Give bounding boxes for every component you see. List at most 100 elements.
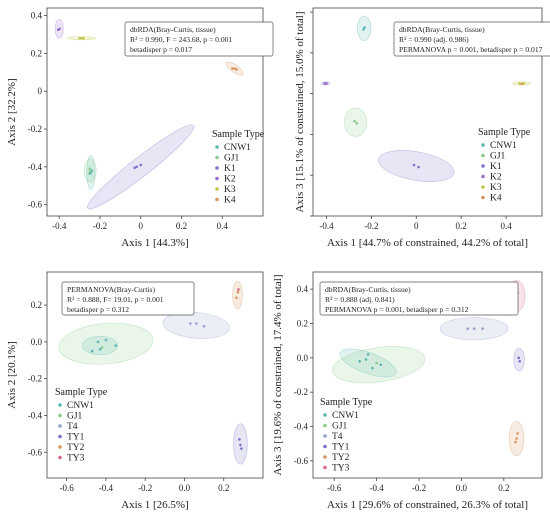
point-k4: [235, 68, 238, 71]
ellipse-cnw1: [81, 335, 119, 356]
y-tick-label: 0.2: [297, 319, 308, 329]
point-ty1: [518, 359, 522, 363]
point-gj1: [353, 119, 356, 123]
point-cnw1: [358, 359, 361, 363]
stats-annotation-box: [319, 281, 519, 316]
point-ty2: [236, 290, 240, 294]
legend-item-label: CNW1: [224, 143, 251, 153]
legend-marker: [58, 403, 62, 407]
stats-annotation-line: betadisper p = 0.017: [130, 45, 192, 54]
x-tick-label: -0.2: [412, 483, 426, 493]
legend-marker: [58, 424, 62, 428]
legend-item-label: TY1: [67, 433, 85, 443]
y-tick-label: -0.6: [28, 200, 43, 210]
chart-panel-1: -0.4 -0.2 0 0.2 0.4 -0.6 -0.4 -0.2 0 0.2 0.4 Axis 1…: [6, 7, 274, 249]
legend-marker: [323, 465, 327, 470]
legend-marker: [323, 444, 327, 449]
x-axis-label: Axis 1 [44.7% of constrained, 44.2% of t…: [327, 237, 528, 249]
point-k4: [231, 67, 234, 70]
point-ty1: [239, 443, 242, 447]
point-gj1: [355, 121, 359, 125]
legend-item-label: TY1: [332, 443, 350, 453]
ellipse-t4: [162, 311, 230, 339]
point-t4: [194, 322, 198, 325]
stats-annotation-line: betadisper p = 0.312: [67, 305, 129, 314]
point-k1: [135, 165, 138, 169]
point-k1: [133, 166, 136, 170]
stats-annotation-line: PERMANOVA p = 0.001, betadisper p = 0.31…: [325, 305, 469, 314]
point-cnw1: [371, 366, 374, 370]
plot-frame: [46, 271, 264, 479]
x-tick-label: 0.2: [218, 483, 229, 493]
point-cnw1: [96, 340, 100, 344]
y-axis-label: Axis 2 [32.2%]: [6, 78, 18, 146]
point-k4: [520, 82, 524, 86]
legend-item-label: CNW1: [67, 401, 94, 411]
legend-item-label: GJ1: [224, 154, 240, 164]
point-cnw1: [366, 353, 370, 356]
legend-marker: [215, 187, 219, 191]
stats-annotation-line: dbRDA(Bray-Curtis, tissue): [399, 25, 485, 34]
legend-marker: [323, 423, 327, 428]
legend-marker: [215, 155, 219, 160]
y-tick-label: -0.6: [28, 447, 43, 457]
legend-item-label: K2: [490, 173, 502, 183]
point-k2: [323, 82, 326, 85]
point-k3: [522, 82, 526, 85]
point-cnw1: [363, 26, 366, 29]
x-tick-label: 0.2: [498, 483, 509, 493]
legend-item-label: GJ1: [332, 422, 348, 432]
point-k3: [82, 36, 85, 40]
legend-marker: [481, 164, 485, 168]
y-tick-label: -0.2: [28, 374, 42, 384]
legend-marker: [215, 145, 219, 149]
legend-item-label: CNW1: [490, 141, 517, 151]
point-k2: [58, 27, 61, 31]
x-tick-label: -0.6: [60, 483, 75, 493]
plot-frame: [46, 7, 264, 217]
x-tick-label: 0.0: [456, 483, 468, 493]
legend-title: Sample Type: [55, 387, 108, 398]
legend-item-label: TY3: [67, 454, 85, 464]
y-tick-label: 0.0: [297, 353, 309, 363]
point-ty3: [237, 288, 240, 291]
point-k1: [139, 163, 143, 167]
legend-item-label: K2: [224, 175, 236, 185]
legend-item-label: K3: [224, 185, 236, 195]
y-axis-label: Axis 2 [20.1%]: [6, 341, 18, 409]
y-tick-label: 0.2: [31, 300, 42, 310]
x-axis-label: Axis 1 [26.5%]: [121, 499, 189, 511]
legend-item-label: K3: [490, 183, 502, 193]
point-k1: [412, 163, 416, 167]
ellipse-gj1: [332, 346, 426, 384]
point-ty1: [240, 447, 243, 450]
ellipse-k1: [87, 124, 195, 210]
x-tick-label: -0.4: [369, 483, 384, 493]
y-tick-label: 0.4: [297, 284, 309, 294]
legend-marker: [481, 153, 485, 158]
legend-title: Sample Type: [212, 129, 265, 140]
y-tick-label: -0.4: [294, 422, 309, 432]
chart-panel-3: -0.6 -0.4 -0.2 0.0 0.2 -0.6 -0.4 -0.2 0.0 0.2 Axis…: [6, 271, 264, 511]
y-tick-label: 0.2: [31, 48, 42, 58]
x-tick-label: -0.2: [93, 221, 107, 231]
legend-item-label: K1: [490, 162, 502, 172]
stats-annotation-box: [124, 21, 274, 57]
stats-annotation-box: [61, 281, 195, 316]
x-tick-label: 0.4: [217, 221, 229, 231]
ellipse-gj1: [344, 107, 368, 137]
legend-marker: [215, 166, 219, 170]
point-k2: [325, 82, 328, 85]
point-t4: [466, 327, 470, 330]
stats-annotation-line: dbRDA(Bray-Curtis, tissue): [130, 25, 216, 34]
legend-marker: [58, 455, 62, 460]
point-k3: [518, 82, 521, 85]
point-cnw1: [379, 363, 383, 367]
ellipse-cnw1: [339, 348, 397, 378]
y-tick-label: -0.4: [28, 410, 43, 420]
ellipse-ty2: [232, 280, 243, 310]
point-cnw1: [114, 344, 118, 347]
